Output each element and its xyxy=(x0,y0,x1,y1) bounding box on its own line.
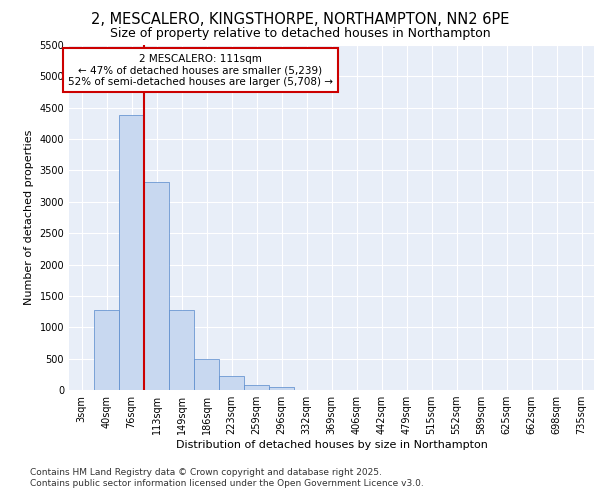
Bar xyxy=(269,386,294,390)
Bar xyxy=(194,358,219,390)
Text: Size of property relative to detached houses in Northampton: Size of property relative to detached ho… xyxy=(110,28,490,40)
Y-axis label: Number of detached properties: Number of detached properties xyxy=(24,130,34,305)
X-axis label: Distribution of detached houses by size in Northampton: Distribution of detached houses by size … xyxy=(176,440,487,450)
Bar xyxy=(119,116,144,390)
Text: 2 MESCALERO: 111sqm
← 47% of detached houses are smaller (5,239)
52% of semi-det: 2 MESCALERO: 111sqm ← 47% of detached ho… xyxy=(68,54,333,87)
Bar xyxy=(169,310,194,390)
Bar xyxy=(219,376,244,390)
Text: Contains HM Land Registry data © Crown copyright and database right 2025.
Contai: Contains HM Land Registry data © Crown c… xyxy=(30,468,424,487)
Bar xyxy=(144,182,169,390)
Bar xyxy=(244,385,269,390)
Text: 2, MESCALERO, KINGSTHORPE, NORTHAMPTON, NN2 6PE: 2, MESCALERO, KINGSTHORPE, NORTHAMPTON, … xyxy=(91,12,509,26)
Bar xyxy=(94,310,119,390)
